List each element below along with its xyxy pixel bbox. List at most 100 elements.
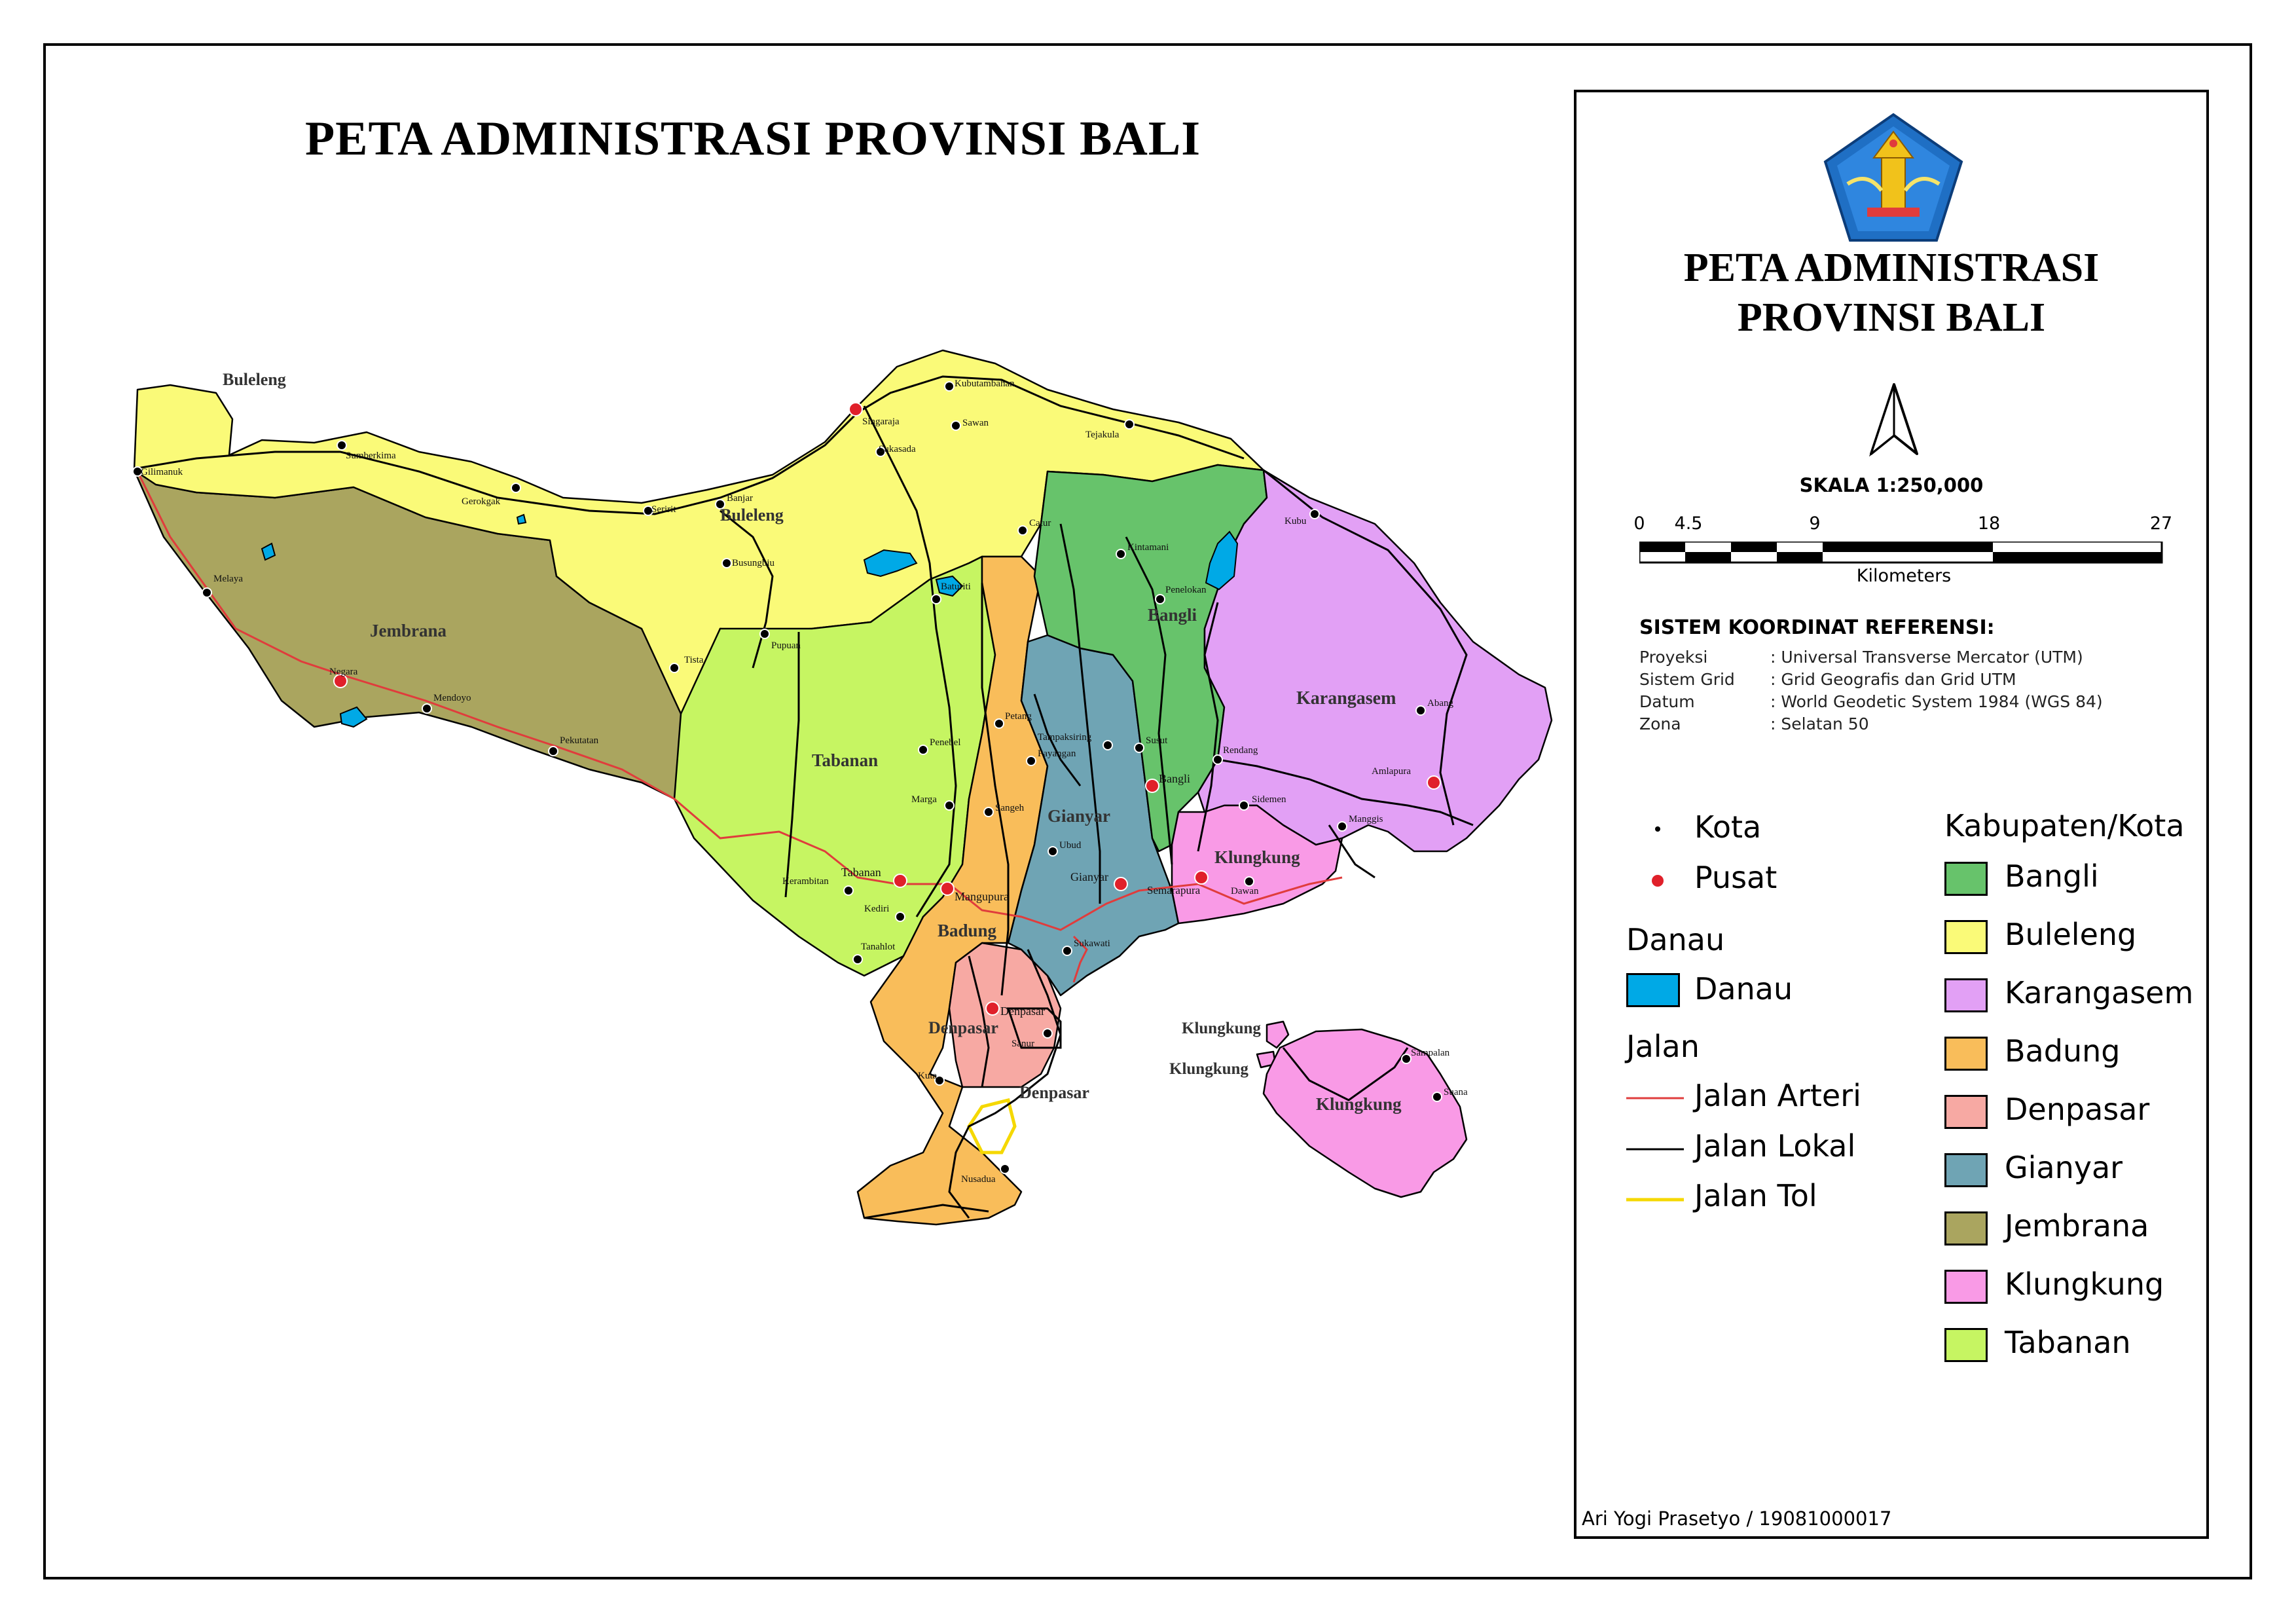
- legend-swatch-denpasar: [1944, 1095, 1988, 1129]
- map-city-label: Singaraja: [862, 416, 900, 427]
- legend-road-toll-line: [1626, 1198, 1684, 1202]
- legend-kota-symbol: [1655, 826, 1660, 832]
- legend-regency-heading: Kabupaten/Kota: [1944, 808, 2185, 843]
- map-city-label: Gilimanuk: [141, 467, 183, 477]
- map-city-label: Tanahlot: [861, 942, 896, 952]
- map-city-label: Gerokgak: [462, 496, 501, 507]
- map-city-label: Nusadua: [961, 1174, 996, 1185]
- legend-swatch-karangasem: [1944, 978, 1988, 1012]
- legend-panel: PETA ADMINISTRASI PROVINSI BALI SKALA 1:…: [1574, 90, 2209, 1539]
- city-point-kubu: [1309, 509, 1320, 519]
- scale-tick: 18: [1977, 513, 2001, 534]
- map-city-label: Suana: [1444, 1087, 1468, 1098]
- road-local-3: [784, 632, 800, 898]
- lake-tamblingan: [935, 575, 964, 597]
- crs-row-grid: Sistem Grid: Grid Geografis dan Grid UTM: [1639, 670, 2016, 689]
- page-title: PETA ADMINISTRASI PROVINSI BALI: [304, 112, 1201, 166]
- city-point-abang: [1415, 705, 1426, 716]
- legend-regency-jembrana: Jembrana: [2005, 1208, 2149, 1244]
- map-city-label: Payangan: [1038, 748, 1076, 759]
- legend-swatch-jembrana: [1944, 1211, 1988, 1246]
- road-local-10: [1328, 824, 1376, 879]
- scale-unit: Kilometers: [1856, 566, 1952, 586]
- legend-lake-swatch: [1626, 973, 1680, 1007]
- legend-road-arterial-line: [1626, 1097, 1684, 1099]
- region-karangasem[interactable]: [1197, 469, 1553, 853]
- map-city-label: Sumberkima: [346, 451, 396, 461]
- city-point-kubutambahan: [944, 381, 955, 392]
- map-city-label: Mendoyo: [433, 693, 471, 703]
- road-local-9: [1263, 469, 1468, 826]
- lake-buleleng-small: [516, 513, 527, 525]
- lake-jembrana-dam: [339, 706, 368, 728]
- city-point-mendoyo: [422, 703, 432, 714]
- scale-tick: 27: [2149, 513, 2173, 534]
- legend-regency-klungkung: Klungkung: [2005, 1266, 2164, 1302]
- city-point-sukawati: [1062, 946, 1072, 956]
- city-point-melaya: [202, 587, 212, 598]
- crs-row-datum: Datum: World Geodetic System 1984 (WGS 8…: [1639, 692, 2103, 711]
- map-label-klungkung: Klungkung: [1214, 847, 1300, 867]
- road-local-14: [864, 1204, 989, 1219]
- road-local-1: [863, 405, 957, 917]
- road-local-6: [1125, 536, 1173, 865]
- map-label-bangli: Bangli: [1148, 605, 1197, 625]
- map-city-label: Kediri: [864, 904, 889, 914]
- legend-swatch-badung: [1944, 1037, 1988, 1071]
- lake-batur: [1205, 530, 1239, 591]
- city-point-pekutatan: [548, 746, 558, 756]
- road-local-4: [981, 583, 1010, 996]
- map-label-jembrana: Jembrana: [370, 621, 446, 640]
- map-city-label: Pupuan: [771, 640, 801, 651]
- legend-pusat-label: Pusat: [1694, 860, 1777, 895]
- map-city-label: Marga: [911, 794, 937, 805]
- scale-tick: 9: [1809, 513, 1821, 534]
- city-point-petang: [994, 718, 1004, 729]
- map-city-label: Banjar: [727, 493, 753, 504]
- map-label-klungkung-lembongan: Klungkung: [1182, 1020, 1261, 1037]
- region-klungkung-mainland[interactable]: [1171, 804, 1343, 925]
- map-city-label: Penelokan: [1165, 585, 1207, 595]
- city-point-penebel: [918, 745, 928, 755]
- map-label-denpasar-west: Denpasar: [928, 1018, 998, 1037]
- map-city-label: Petang: [1005, 711, 1032, 722]
- city-point-dawan: [1244, 876, 1254, 887]
- legend-regency-bangli: Bangli: [2005, 858, 2099, 894]
- region-klungkung-penida[interactable]: [1262, 1028, 1468, 1198]
- city-point-sampalan: [1401, 1054, 1412, 1064]
- road-arterial-south: [1072, 935, 1088, 983]
- city-point-tista: [669, 663, 680, 673]
- city-point-ubud: [1048, 846, 1058, 857]
- road-local-north-coast: [137, 375, 1245, 515]
- map-city-label: Bangli: [1159, 772, 1190, 785]
- map-label-badung: Badung: [938, 921, 997, 940]
- map-city-label: Ubud: [1059, 840, 1082, 851]
- city-point-sawan: [951, 420, 961, 431]
- city-point-pupuan: [759, 629, 770, 639]
- city-point-susut: [1134, 743, 1144, 753]
- city-point-sanur: [1042, 1028, 1053, 1039]
- region-klungkung-lembongan[interactable]: [1266, 1020, 1290, 1049]
- map-city-label: Tista: [684, 655, 704, 665]
- map-label-gianyar: Gianyar: [1048, 806, 1110, 826]
- map-city-label: Baturiti: [941, 581, 971, 592]
- legend-road-toll-label: Jalan Tol: [1694, 1178, 1817, 1213]
- city-point-tampaksiring: [1102, 740, 1113, 750]
- map-city-label: Denpasar: [1000, 1005, 1045, 1018]
- city-point-rendang: [1212, 754, 1223, 765]
- map-label-karangasem: Karangasem: [1296, 688, 1396, 709]
- map-city-label: Tabanan: [841, 866, 881, 879]
- map-city-label: Sanur: [1011, 1039, 1034, 1049]
- map-city-label: Dawan: [1231, 886, 1259, 896]
- legend-regency-denpasar: Denpasar: [2005, 1092, 2150, 1127]
- map-city-label: Melaya: [213, 574, 243, 584]
- scale-tick: 0: [1633, 513, 1645, 534]
- map-city-label: Kubu: [1285, 516, 1307, 526]
- road-local-15: [1282, 1047, 1409, 1101]
- map-city-label: Sukawati: [1074, 938, 1110, 949]
- map-city-label: Kuta: [918, 1071, 938, 1081]
- map-city-label: Sidemen: [1252, 794, 1286, 805]
- legend-swatch-gianyar: [1944, 1153, 1988, 1187]
- legend-road-local-line: [1626, 1148, 1684, 1151]
